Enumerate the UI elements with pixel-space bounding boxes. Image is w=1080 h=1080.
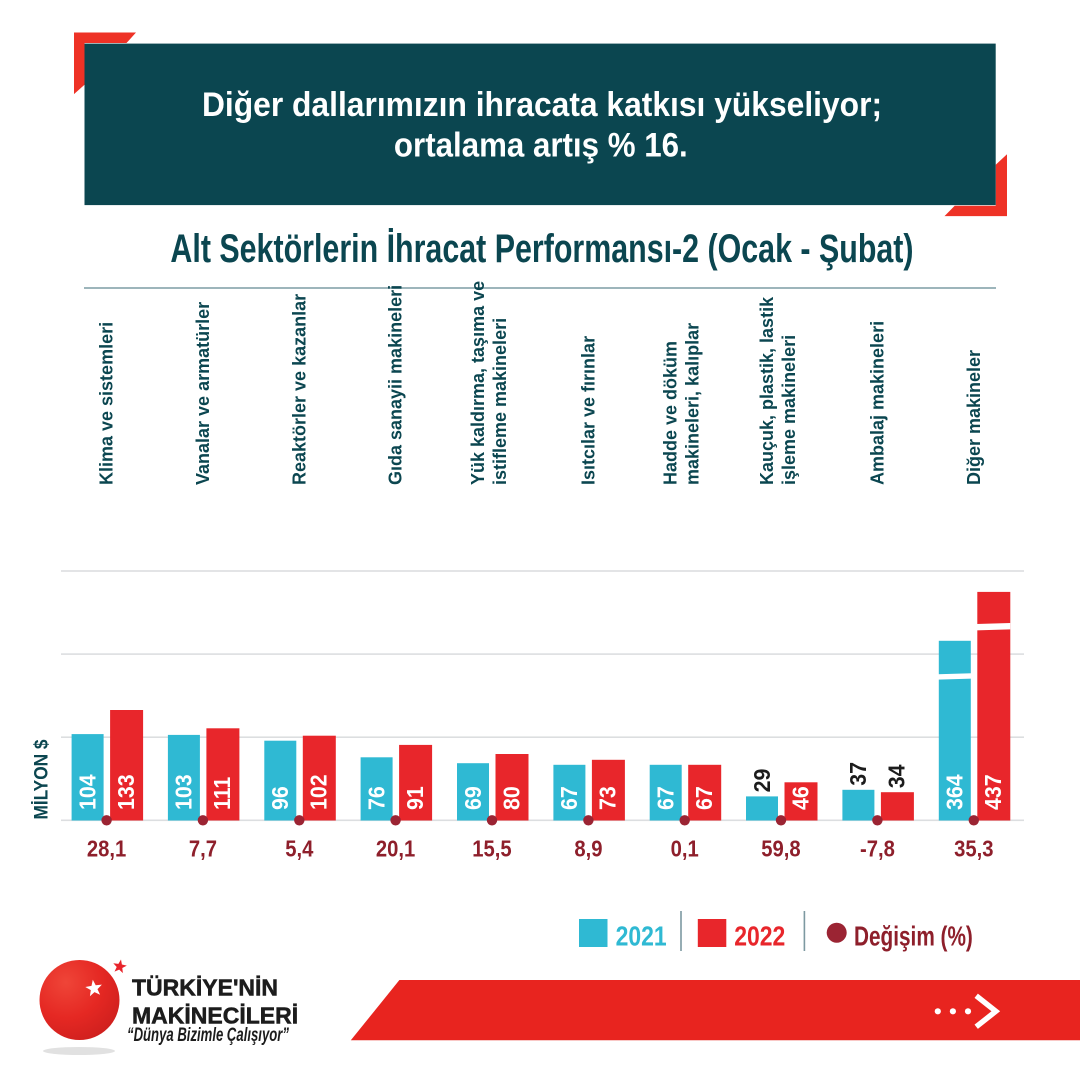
- svg-text:5,4: 5,4: [285, 835, 313, 862]
- svg-text:34: 34: [884, 764, 910, 788]
- svg-text:Klima ve sistemleri: Klima ve sistemleri: [97, 322, 117, 485]
- svg-text:MİLYON $: MİLYON $: [31, 739, 52, 819]
- svg-text:46: 46: [788, 786, 814, 810]
- svg-text:73: 73: [595, 786, 621, 810]
- svg-text:37: 37: [845, 762, 871, 786]
- svg-text:8,9: 8,9: [574, 835, 602, 862]
- svg-text:Reaktörler ve kazanlar: Reaktörler ve kazanlar: [289, 294, 309, 485]
- svg-text:Isıtcılar ve fırınlar: Isıtcılar ve fırınlar: [578, 336, 598, 485]
- svg-text:437: 437: [980, 774, 1006, 810]
- svg-text:makineleri, kalıplar: makineleri, kalıplar: [683, 323, 703, 485]
- svg-text:ortalama artış % 16.: ortalama artış % 16.: [394, 125, 688, 164]
- svg-text:96: 96: [267, 786, 293, 810]
- svg-text:Değişim (%): Değişim (%): [854, 922, 973, 953]
- svg-text:Diğer dallarımızın ihracata ka: Diğer dallarımızın ihracata katkısı yüks…: [202, 85, 882, 123]
- svg-text:364: 364: [942, 774, 968, 810]
- svg-text:Gıda sanayii makineleri: Gıda sanayii makineleri: [386, 285, 406, 485]
- svg-text:7,7: 7,7: [189, 835, 217, 862]
- svg-text:istifleme makineleri: istifleme makineleri: [490, 318, 510, 485]
- svg-text:67: 67: [691, 786, 717, 810]
- svg-text:Kauçuk, plastik, lastik: Kauçuk, plastik, lastik: [757, 296, 777, 485]
- svg-text:91: 91: [402, 786, 428, 810]
- svg-text:Diğer makineler: Diğer makineler: [964, 350, 984, 485]
- svg-text:15,5: 15,5: [472, 835, 511, 862]
- svg-text:104: 104: [75, 774, 101, 810]
- svg-text:Ambalaj makineleri: Ambalaj makineleri: [867, 321, 887, 485]
- svg-text:2021: 2021: [616, 921, 667, 952]
- svg-text:Vanalar ve armatürler: Vanalar ve armatürler: [193, 302, 213, 485]
- svg-text:103: 103: [171, 774, 197, 810]
- svg-text:işleme makineleri: işleme makineleri: [779, 335, 799, 485]
- svg-text:Alt Sektörlerin İhracat Perfor: Alt Sektörlerin İhracat Performansı-2 (O…: [170, 226, 913, 271]
- svg-text:-7,8: -7,8: [860, 835, 895, 862]
- svg-text:MAKİNECİLERİ: MAKİNECİLERİ: [132, 1003, 298, 1029]
- svg-text:69: 69: [460, 786, 486, 810]
- svg-text:80: 80: [499, 786, 525, 810]
- svg-text:20,1: 20,1: [376, 835, 415, 862]
- svg-text:0,1: 0,1: [671, 835, 699, 862]
- svg-text:28,1: 28,1: [87, 835, 126, 862]
- svg-text:2022: 2022: [734, 921, 785, 952]
- svg-text:111: 111: [209, 777, 235, 810]
- svg-text:76: 76: [364, 786, 390, 810]
- svg-text:67: 67: [653, 786, 679, 810]
- svg-text:133: 133: [113, 774, 139, 810]
- svg-text:29: 29: [749, 769, 775, 793]
- svg-text:102: 102: [306, 774, 332, 810]
- svg-text:Hadde ve döküm: Hadde ve döküm: [661, 341, 681, 485]
- svg-text:67: 67: [556, 786, 582, 810]
- svg-text:“Dünya Bizimle Çalışıyor”: “Dünya Bizimle Çalışıyor”: [127, 1025, 290, 1046]
- svg-text:Yük kaldırma, taşıma ve: Yük kaldırma, taşıma ve: [468, 281, 488, 485]
- svg-text:35,3: 35,3: [954, 835, 993, 862]
- svg-text:59,8: 59,8: [761, 835, 800, 862]
- svg-text:TÜRKİYE'NİN: TÜRKİYE'NİN: [132, 975, 278, 1001]
